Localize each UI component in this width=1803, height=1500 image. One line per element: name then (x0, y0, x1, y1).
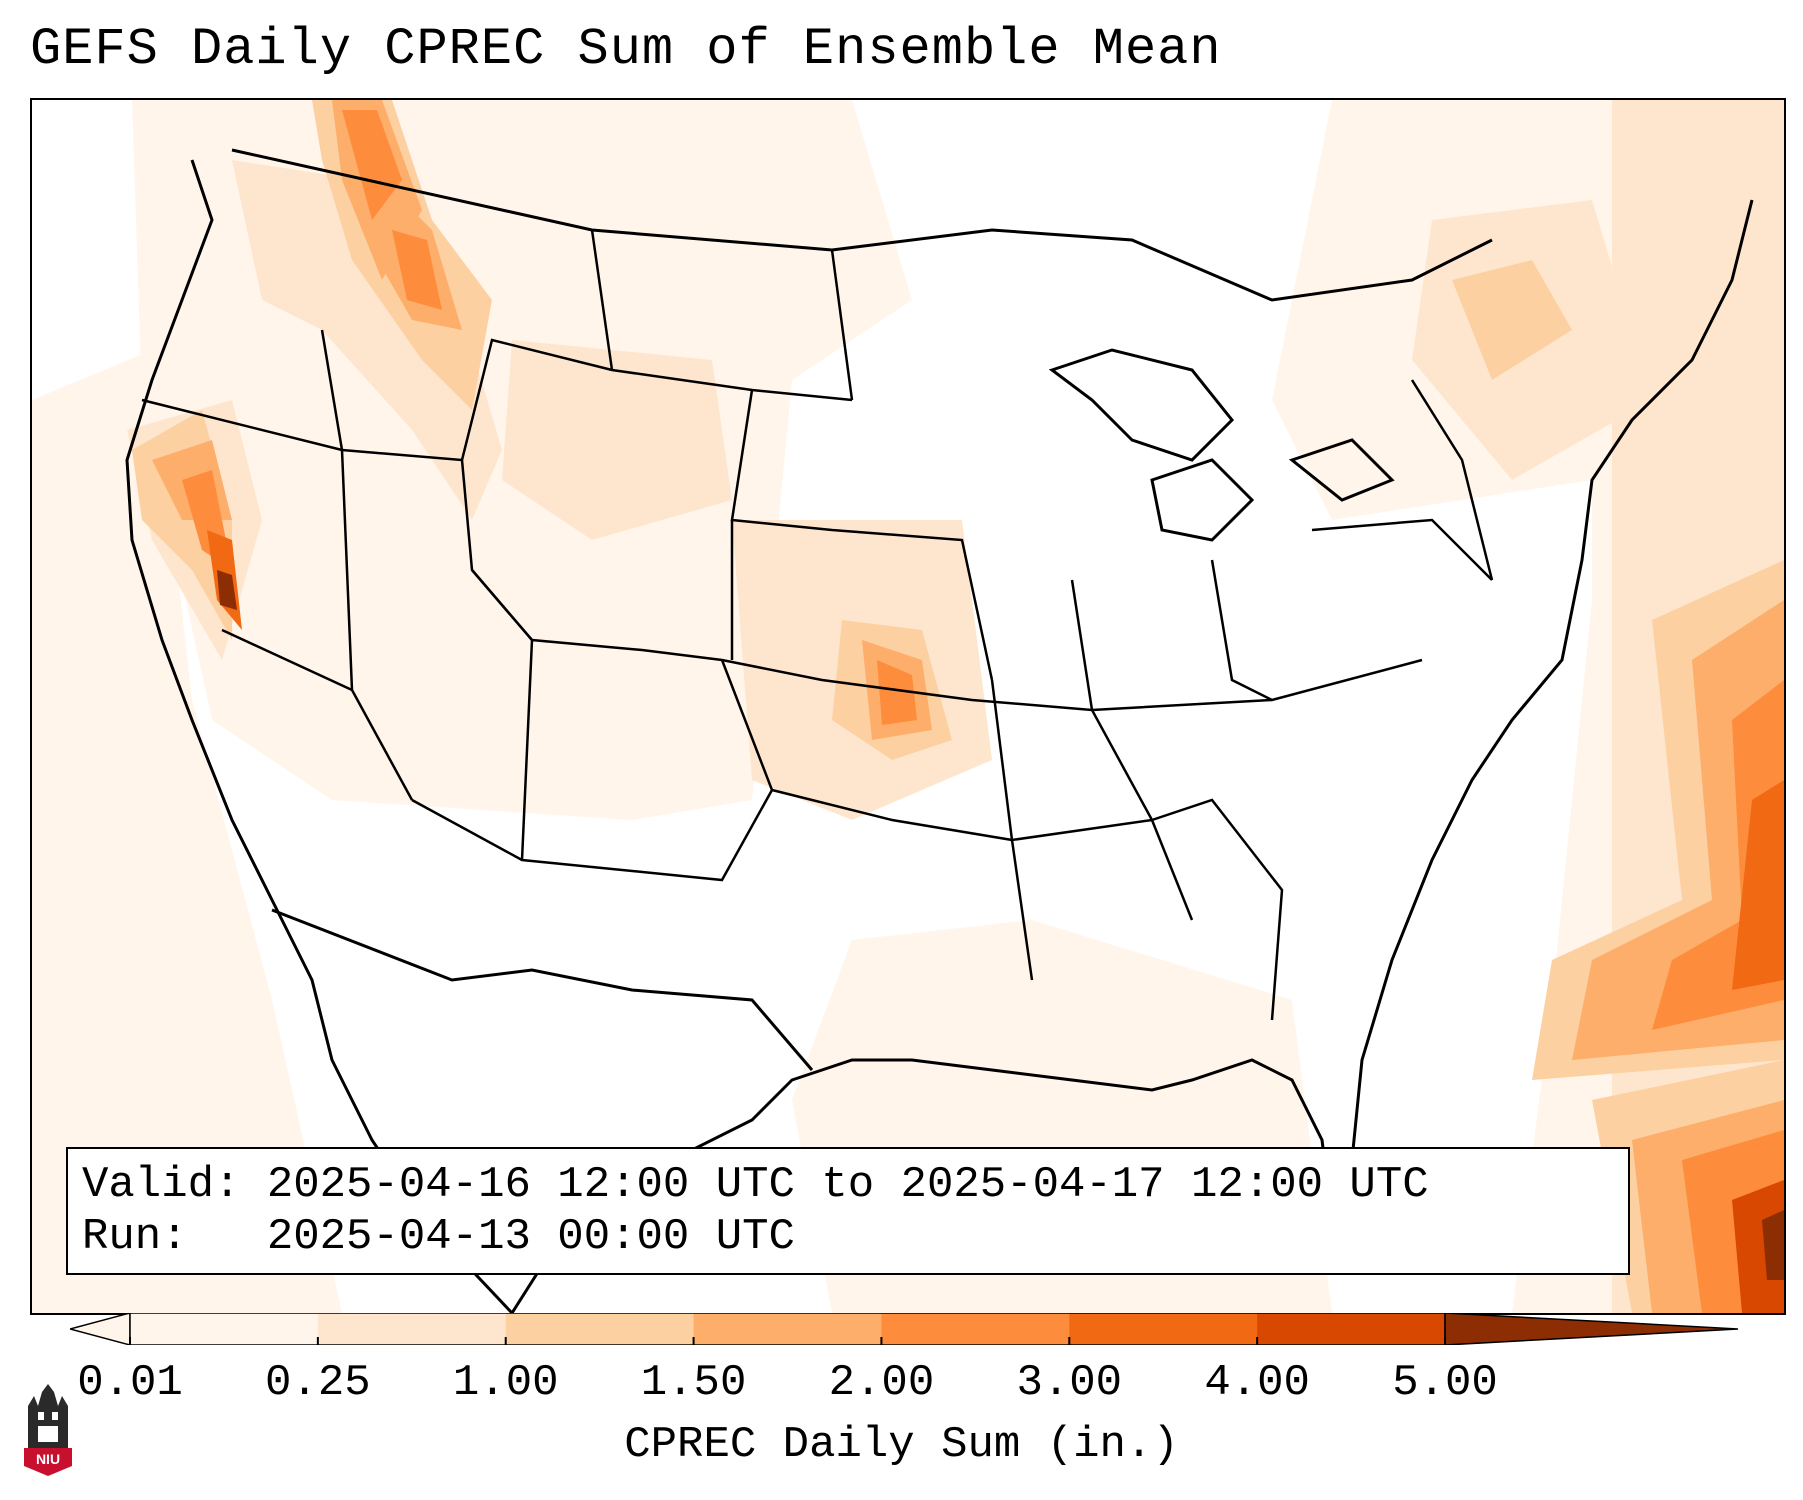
caribbean-extreme (1762, 1210, 1784, 1280)
logo-shield (24, 1448, 72, 1476)
colorbar-segment (693, 1313, 882, 1345)
valid-label: Valid: (82, 1160, 241, 1210)
colorbar-segment (317, 1313, 507, 1345)
pacific-light-shade (32, 350, 342, 1313)
colorbar-tick-label: 1.00 (452, 1358, 559, 1408)
montana-peak (392, 230, 442, 310)
tower-window (38, 1412, 44, 1420)
atlantic-max (1732, 780, 1784, 990)
colorbar-tick-label: 2.00 (828, 1358, 935, 1408)
colorbar-segment (1257, 1313, 1446, 1345)
map-title: GEFS Daily CPREC Sum of Ensemble Mean (30, 20, 1222, 79)
great-lakes (1048, 348, 1395, 542)
university-tower-icon: NIU (20, 1382, 76, 1478)
northwest-shade (232, 160, 502, 520)
colorbar-extend-max (1444, 1313, 1739, 1345)
precipitation-map (30, 98, 1786, 1315)
colorbar-tick-label: 3.00 (1016, 1358, 1123, 1408)
colorbar-segment (1069, 1313, 1258, 1345)
valid-value: 2025-04-16 12:00 UTC to 2025-04-17 12:00… (266, 1160, 1429, 1210)
colorbar-segment (130, 1313, 319, 1345)
state-borders (141, 229, 1494, 1021)
country-borders (231, 148, 1493, 1071)
run-value: 2025-04-13 00:00 UTC (266, 1212, 795, 1262)
colorbar-tick-label: 4.00 (1204, 1358, 1310, 1408)
colorbar-segment (881, 1313, 1070, 1345)
colorbar-tick-label: 5.00 (1392, 1358, 1498, 1408)
logo-text: NIU (36, 1451, 60, 1467)
colorbar-label: CPREC Daily Sum (in.) (624, 1420, 1179, 1470)
run-label: Run: (82, 1212, 188, 1262)
map-canvas (32, 100, 1784, 1313)
colorbar-tick-label: 0.25 (265, 1358, 371, 1408)
sierra-extreme (217, 570, 237, 610)
tower-door (38, 1426, 58, 1442)
colorbar-tick-label: 1.50 (640, 1358, 747, 1408)
maine-band (1452, 260, 1572, 380)
colorbar-segment (505, 1313, 695, 1345)
colorbar-tick-label: 0.01 (77, 1358, 183, 1408)
tower-window (52, 1412, 58, 1420)
validity-info-box: Valid: 2025-04-16 12:00 UTC to 2025-04-1… (66, 1147, 1630, 1275)
colorbar (70, 1313, 1739, 1345)
kansas-peak (877, 660, 917, 725)
idaho-peak (342, 110, 402, 220)
colorbar-extend-min (70, 1313, 131, 1345)
rockies-shade (502, 340, 732, 540)
colorbar-outline (129, 1313, 1446, 1345)
